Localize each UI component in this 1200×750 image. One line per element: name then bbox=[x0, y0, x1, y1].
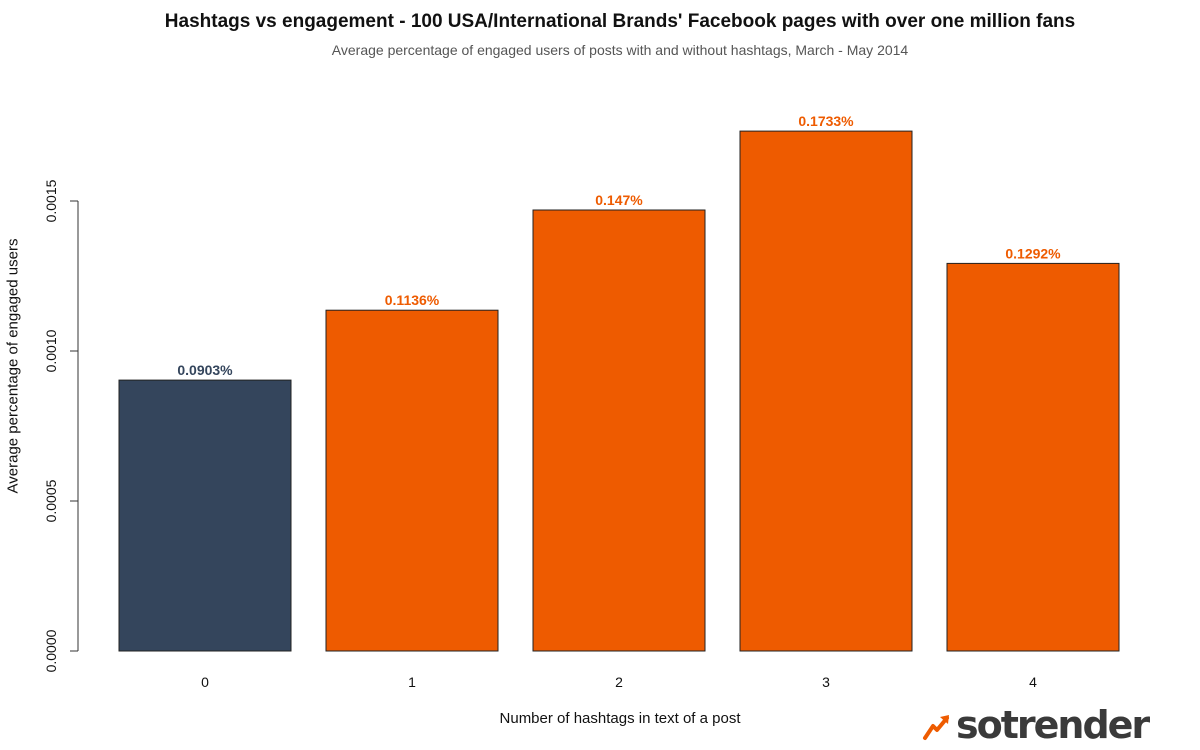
y-tick-label: 0.0000 bbox=[43, 629, 59, 672]
bar-value-label: 0.0903% bbox=[177, 362, 233, 378]
y-tick-label: 0.0010 bbox=[43, 329, 59, 372]
bar bbox=[739, 130, 913, 652]
bar bbox=[118, 379, 292, 652]
x-axis-title: Number of hashtags in text of a post bbox=[499, 710, 741, 727]
bar bbox=[532, 209, 706, 652]
sotrender-logo: sotrender bbox=[922, 703, 1150, 747]
bar-value-label: 0.147% bbox=[595, 192, 643, 208]
x-tick-label: 1 bbox=[408, 674, 416, 690]
x-tick-label: 3 bbox=[822, 674, 830, 690]
chart-subtitle: Average percentage of engaged users of p… bbox=[331, 42, 909, 58]
y-tick-label: 0.0005 bbox=[43, 479, 59, 522]
y-tick-label: 0.0015 bbox=[43, 179, 59, 222]
bar bbox=[325, 309, 499, 652]
x-tick-label: 4 bbox=[1029, 674, 1037, 690]
bar bbox=[946, 262, 1120, 652]
x-tick-label: 0 bbox=[201, 674, 209, 690]
trend-arrow-icon bbox=[923, 715, 949, 740]
logo-wordmark: sotrender bbox=[956, 703, 1150, 747]
y-axis-title-text: Average percentage of engaged users bbox=[4, 238, 22, 494]
bar-value-label: 0.1136% bbox=[385, 292, 440, 308]
bar-value-label: 0.1292% bbox=[1005, 245, 1061, 261]
chart-title: Hashtags vs engagement - 100 USA/Interna… bbox=[164, 11, 1076, 32]
bar-value-label: 0.1733% bbox=[798, 113, 854, 129]
x-tick-label: 2 bbox=[615, 674, 623, 690]
